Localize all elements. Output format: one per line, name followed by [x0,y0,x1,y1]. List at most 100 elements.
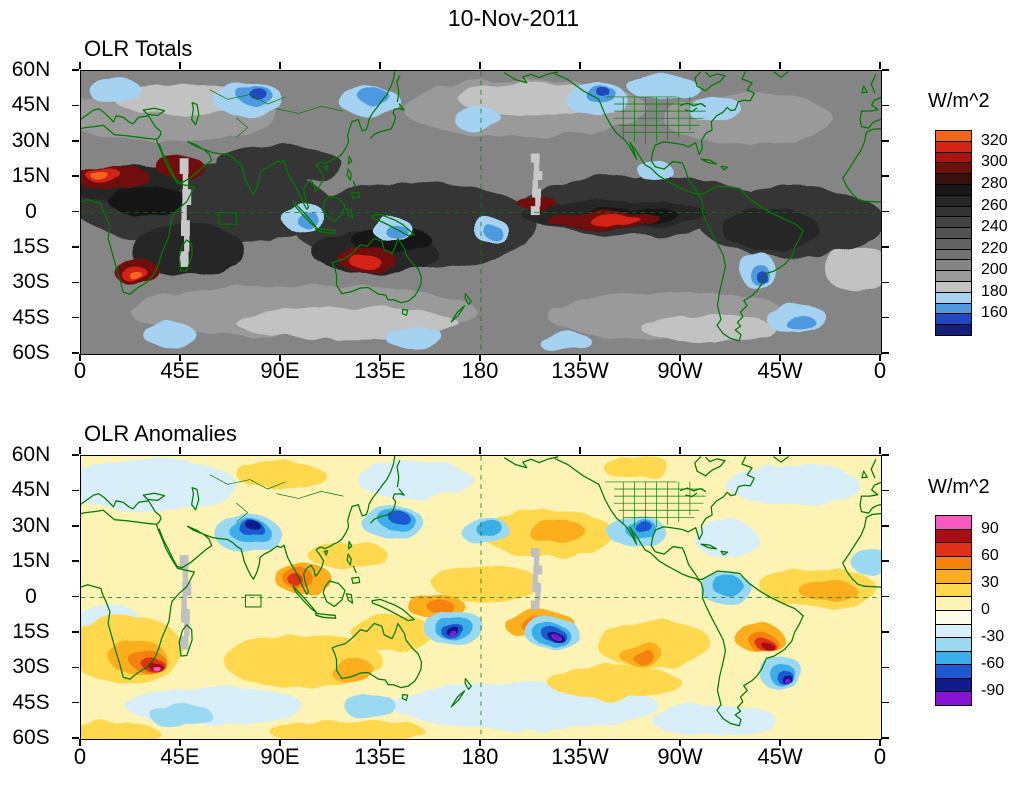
contour-blob [81,722,159,739]
contour-blob [852,547,881,577]
y-tick-label: 45N [11,478,51,502]
contour-blob [751,265,771,287]
contour-blob [765,304,828,333]
contour-blob [349,254,381,270]
contour-blob [734,623,784,652]
contour-blob [212,82,284,116]
map-base-fill [81,456,881,739]
contour-blob [129,224,246,277]
contour-blob [798,580,857,600]
colorbar-cell [935,205,972,218]
contour-blob [312,231,437,274]
colorbar-tick-label: 30 [981,573,999,591]
colorbar-tick-label: 260 [981,196,1008,214]
contour-blob [81,604,144,648]
contour-blob [725,463,859,506]
contour-blob [603,456,670,480]
axis-tick [579,354,581,361]
contour-blob [343,694,397,718]
colorbar-cell [935,664,972,679]
contour-blob [461,517,510,546]
x-tick-label: 90E [260,744,300,769]
axis-tick [279,62,281,69]
axis-tick [882,140,889,142]
y-tick-label: 15N [11,164,51,188]
missing-data-strip [182,568,189,583]
contour-blob [607,514,666,548]
axis-tick [72,737,79,739]
colorbar-cell [935,542,972,557]
colorbar-tick-label: 60 [981,546,999,564]
colorbar-cell [935,130,972,142]
colorbar-cell [935,237,972,250]
contour-blob [407,595,466,619]
colorbar-cell [935,324,972,336]
contour-blob [547,665,681,699]
axis-tick [882,352,889,354]
contour-blob [114,257,159,286]
contour-blob [534,623,570,648]
contour-blob [596,621,713,669]
axis-tick [882,175,889,177]
y-tick-label: 0 [25,199,37,223]
colorbar-tick-label: 220 [981,239,1008,257]
axis-tick [379,354,381,361]
axis-tick [479,739,481,746]
axis-tick [882,560,889,562]
axis-tick [882,595,889,598]
axis-tick [882,69,889,71]
map-anomalies [80,455,882,740]
axis-tick [279,354,281,361]
colorbar-cell [935,596,972,611]
contour-blob [269,720,426,739]
axis-tick [882,631,889,633]
x-tick-label: 45W [757,358,803,383]
axis-tick [72,595,79,598]
contour-blob [549,632,564,643]
missing-data-strip [182,189,192,205]
contour-blob [521,617,557,634]
contour-blob [129,650,166,672]
contour-blob [338,87,401,116]
contour-blob [552,634,561,641]
colorbar-tick-label: 90 [981,519,999,537]
axis-tick [79,62,81,69]
contour-blob [81,165,333,246]
missing-data-strip [533,556,540,566]
colorbar-tick-label: 280 [981,174,1008,192]
axis-tick [882,666,889,668]
missing-data-strip [182,582,192,596]
contour-blob [565,82,628,116]
contour-blob [223,635,384,688]
contour-blob [149,703,213,728]
colorbar-cell [935,569,972,584]
axis-tick [179,739,181,746]
axis-tick [379,739,381,746]
contour-blob [87,78,141,102]
contour-blob [521,200,708,230]
x-tick-label: 180 [461,744,499,769]
contour-blob [741,252,777,291]
colorbar-cell [935,151,972,164]
axis-tick [779,447,781,454]
missing-data-strip [533,162,540,172]
colorbar-cell [935,227,972,239]
axis-tick [882,701,889,704]
axis-tick [882,104,889,107]
axis-tick [72,69,79,71]
axis-tick [882,489,889,492]
axis-tick [72,104,79,107]
missing-data-strip [181,595,187,610]
axis-tick [479,447,481,454]
missing-data-strip [535,197,541,207]
colorbar-cell [935,216,972,229]
axis-tick [179,447,181,454]
x-tick-label: 135W [551,358,609,383]
missing-data-layer [179,547,543,650]
contour-blob [385,325,444,350]
axis-tick [779,62,781,69]
y-tick-label: 45N [11,93,51,117]
panel-title-totals: OLR Totals [84,36,193,61]
contour-blob [698,186,881,258]
